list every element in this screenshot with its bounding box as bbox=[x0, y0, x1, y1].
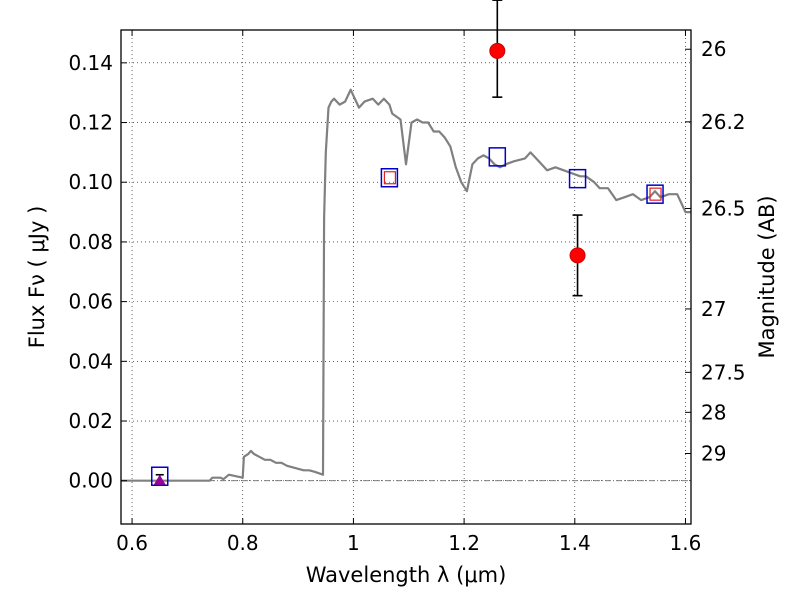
model-photometry-small-square bbox=[649, 187, 662, 201]
y-tick-label: 0.14 bbox=[68, 51, 113, 75]
x-tick-label: 1 bbox=[347, 531, 360, 555]
x-tick-label: 0.6 bbox=[116, 531, 148, 555]
model-spectrum-line bbox=[121, 88, 691, 482]
ticks: 0.6 0.8 1 1.2 1.4 1.6 0.00 0.02 0.04 0.06 0.08 0.10… bbox=[68, 30, 746, 555]
y2-axis-label: Magnitude (AB) bbox=[755, 195, 779, 358]
y2-tick-label: 26.2 bbox=[701, 110, 746, 134]
plot-data bbox=[121, 88, 691, 482]
model-photometry-square bbox=[488, 147, 507, 167]
y2-tick-label: 26 bbox=[701, 37, 726, 61]
observed-flux-point bbox=[569, 247, 586, 264]
y2-tick-label: 26.5 bbox=[701, 196, 746, 220]
x-axis-label: Wavelength λ (μm) bbox=[306, 563, 507, 587]
y-tick-label: 0.12 bbox=[68, 111, 113, 135]
x-tick-label: 1.6 bbox=[670, 531, 702, 555]
model-photometry-square bbox=[568, 168, 587, 189]
model-photometry-square bbox=[380, 168, 399, 188]
y2-tick-label: 28 bbox=[701, 400, 726, 424]
y-tick-label: 0.06 bbox=[68, 290, 113, 314]
x-tick-label: 1.2 bbox=[448, 531, 480, 555]
x-tick-label: 0.8 bbox=[227, 531, 259, 555]
y2-tick-label: 27.5 bbox=[701, 360, 746, 384]
y-tick-label: 0.02 bbox=[68, 409, 113, 433]
y2-tick-label: 27 bbox=[701, 297, 726, 321]
y2-tick-label: 29 bbox=[701, 441, 726, 465]
x-tick-label: 1.4 bbox=[559, 531, 591, 555]
y-axis-label: Flux Fν ( μJy ) bbox=[25, 206, 49, 349]
plot-markers bbox=[150, 0, 664, 486]
y-tick-label: 0.08 bbox=[68, 230, 113, 254]
grid bbox=[121, 30, 691, 524]
y-tick-label: 0.10 bbox=[68, 170, 113, 194]
plot-frame bbox=[120, 29, 692, 525]
model-photometry-small-square bbox=[383, 171, 396, 185]
observed-flux-point bbox=[489, 42, 506, 59]
y-tick-label: 0.04 bbox=[68, 349, 113, 373]
model-photometry-square bbox=[150, 466, 169, 486]
upper-limit-triangle bbox=[153, 474, 166, 485]
y-tick-label: 0.00 bbox=[68, 469, 113, 493]
model-photometry-square bbox=[646, 184, 664, 204]
